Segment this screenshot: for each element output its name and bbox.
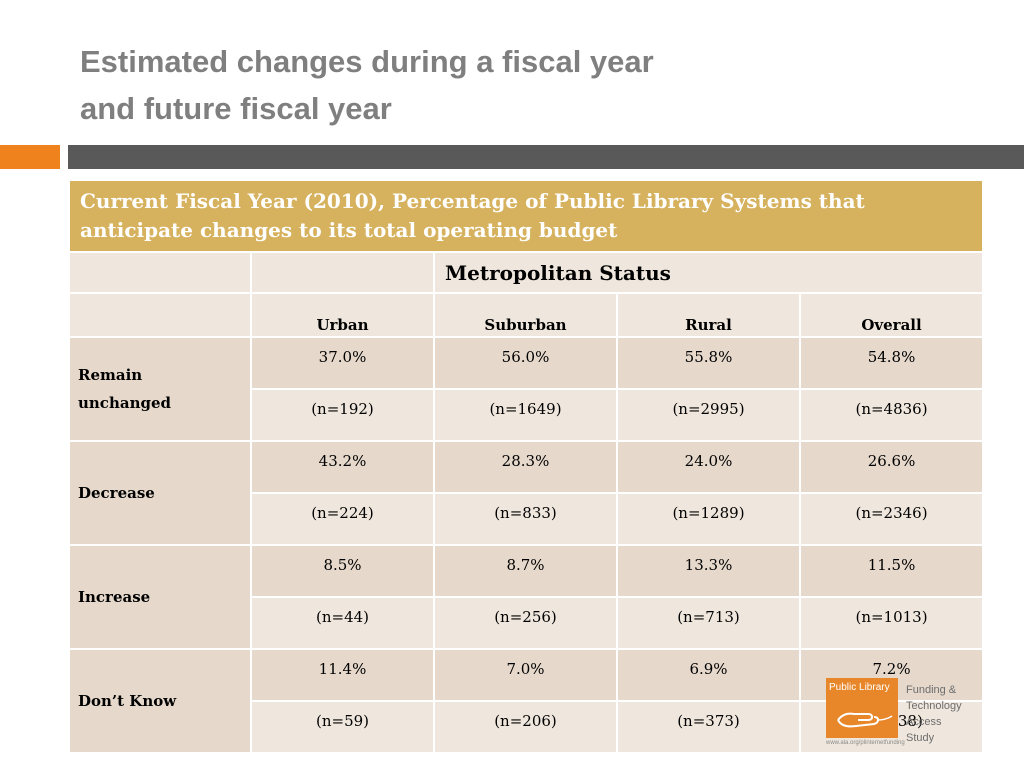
cell-percent: 54.8% bbox=[798, 336, 985, 390]
column-header-rural: Rural bbox=[616, 292, 801, 338]
cell-count: (n=2995) bbox=[616, 388, 801, 442]
logo-url: www.ala.org/plinternetfunding bbox=[826, 740, 905, 746]
logo-words: Funding & Technology Access Study bbox=[906, 682, 996, 746]
cell-percent: 56.0% bbox=[433, 336, 618, 390]
cell-count: (n=373) bbox=[616, 700, 801, 754]
empty-header-cell bbox=[68, 292, 252, 338]
table-caption: Current Fiscal Year (2010), Percentage o… bbox=[67, 179, 985, 253]
cell-percent: 11.5% bbox=[798, 544, 985, 598]
budget-change-table: Current Fiscal Year (2010), Percentage o… bbox=[67, 179, 985, 754]
cell-count: (n=59) bbox=[250, 700, 435, 754]
table-row: (n=224) (n=833) (n=1289) (n=2346) bbox=[69, 492, 985, 546]
logo-line-3: Study bbox=[906, 732, 935, 744]
row-label-increase: Increase bbox=[68, 544, 252, 650]
table-row: Decrease 43.2% 28.3% 24.0% 26.6% bbox=[68, 440, 985, 546]
row-label-decrease: Decrease bbox=[68, 440, 252, 546]
column-header-suburban: Suburban bbox=[433, 292, 618, 338]
orange-accent-bar bbox=[0, 145, 60, 169]
hand-icon bbox=[837, 712, 893, 728]
gray-divider-bar bbox=[68, 145, 1024, 169]
column-header-urban: Urban bbox=[250, 292, 435, 338]
logo-line-1: Funding & bbox=[906, 684, 957, 696]
row-label-remain-unchanged: Remain unchanged bbox=[68, 336, 252, 442]
cell-percent: 26.6% bbox=[798, 440, 985, 494]
table-row: (n=44) (n=256) (n=713) (n=1013) bbox=[69, 596, 985, 650]
logo-line-2: Technology Access bbox=[906, 700, 962, 728]
table-row: (n=192) (n=1649) (n=2995) (n=4836) bbox=[69, 388, 985, 442]
cell-count: (n=713) bbox=[616, 596, 801, 650]
table-row: Don’t Know 11.4% 7.0% 6.9% 7.2% bbox=[68, 648, 985, 754]
empty-header-cell bbox=[68, 251, 252, 294]
cell-count: (n=1289) bbox=[616, 492, 801, 546]
cell-count: (n=256) bbox=[433, 596, 618, 650]
cell-percent: 55.8% bbox=[616, 336, 801, 390]
table-row: (n=59) (n=206) (n=373) (n=638) bbox=[69, 700, 985, 754]
slide-title-line-1: Estimated changes during a fiscal year bbox=[80, 44, 654, 79]
cell-count: (n=2346) bbox=[798, 492, 985, 546]
cell-count: (n=224) bbox=[250, 492, 435, 546]
cell-percent: 37.0% bbox=[250, 336, 435, 390]
cell-percent: 8.7% bbox=[433, 544, 618, 598]
cell-percent: 6.9% bbox=[616, 648, 801, 702]
slide-title: Estimated changes during a fiscal year a… bbox=[80, 38, 980, 132]
cell-count: (n=1649) bbox=[433, 388, 618, 442]
cell-percent: 24.0% bbox=[616, 440, 801, 494]
table-row: Increase 8.5% 8.7% 13.3% 11.5% bbox=[68, 544, 985, 650]
cell-count: (n=4836) bbox=[798, 388, 985, 442]
cell-count: (n=833) bbox=[433, 492, 618, 546]
cell-percent: 43.2% bbox=[250, 440, 435, 494]
slide-title-line-2: and future fiscal year bbox=[80, 91, 392, 126]
cell-percent: 28.3% bbox=[433, 440, 618, 494]
cell-count: (n=206) bbox=[433, 700, 618, 754]
row-label-dont-know: Don’t Know bbox=[68, 648, 252, 754]
cell-percent: 8.5% bbox=[250, 544, 435, 598]
cell-count: (n=44) bbox=[250, 596, 435, 650]
cell-percent: 13.3% bbox=[616, 544, 801, 598]
cell-count: (n=192) bbox=[250, 388, 435, 442]
metropolitan-status-header: Metropolitan Status bbox=[432, 251, 985, 294]
cell-count: (n=1013) bbox=[798, 596, 985, 650]
empty-header-cell bbox=[250, 251, 435, 294]
table-row: Remain unchanged 37.0% 56.0% 55.8% 54.8% bbox=[68, 336, 985, 442]
logo-orange-box: Public Library bbox=[826, 678, 898, 738]
study-logo: Public Library Funding & Technology Acce… bbox=[826, 678, 996, 748]
cell-percent: 7.0% bbox=[433, 648, 618, 702]
cell-percent: 11.4% bbox=[250, 648, 435, 702]
logo-box-text: Public Library bbox=[829, 682, 890, 693]
column-header-overall: Overall bbox=[798, 292, 985, 338]
